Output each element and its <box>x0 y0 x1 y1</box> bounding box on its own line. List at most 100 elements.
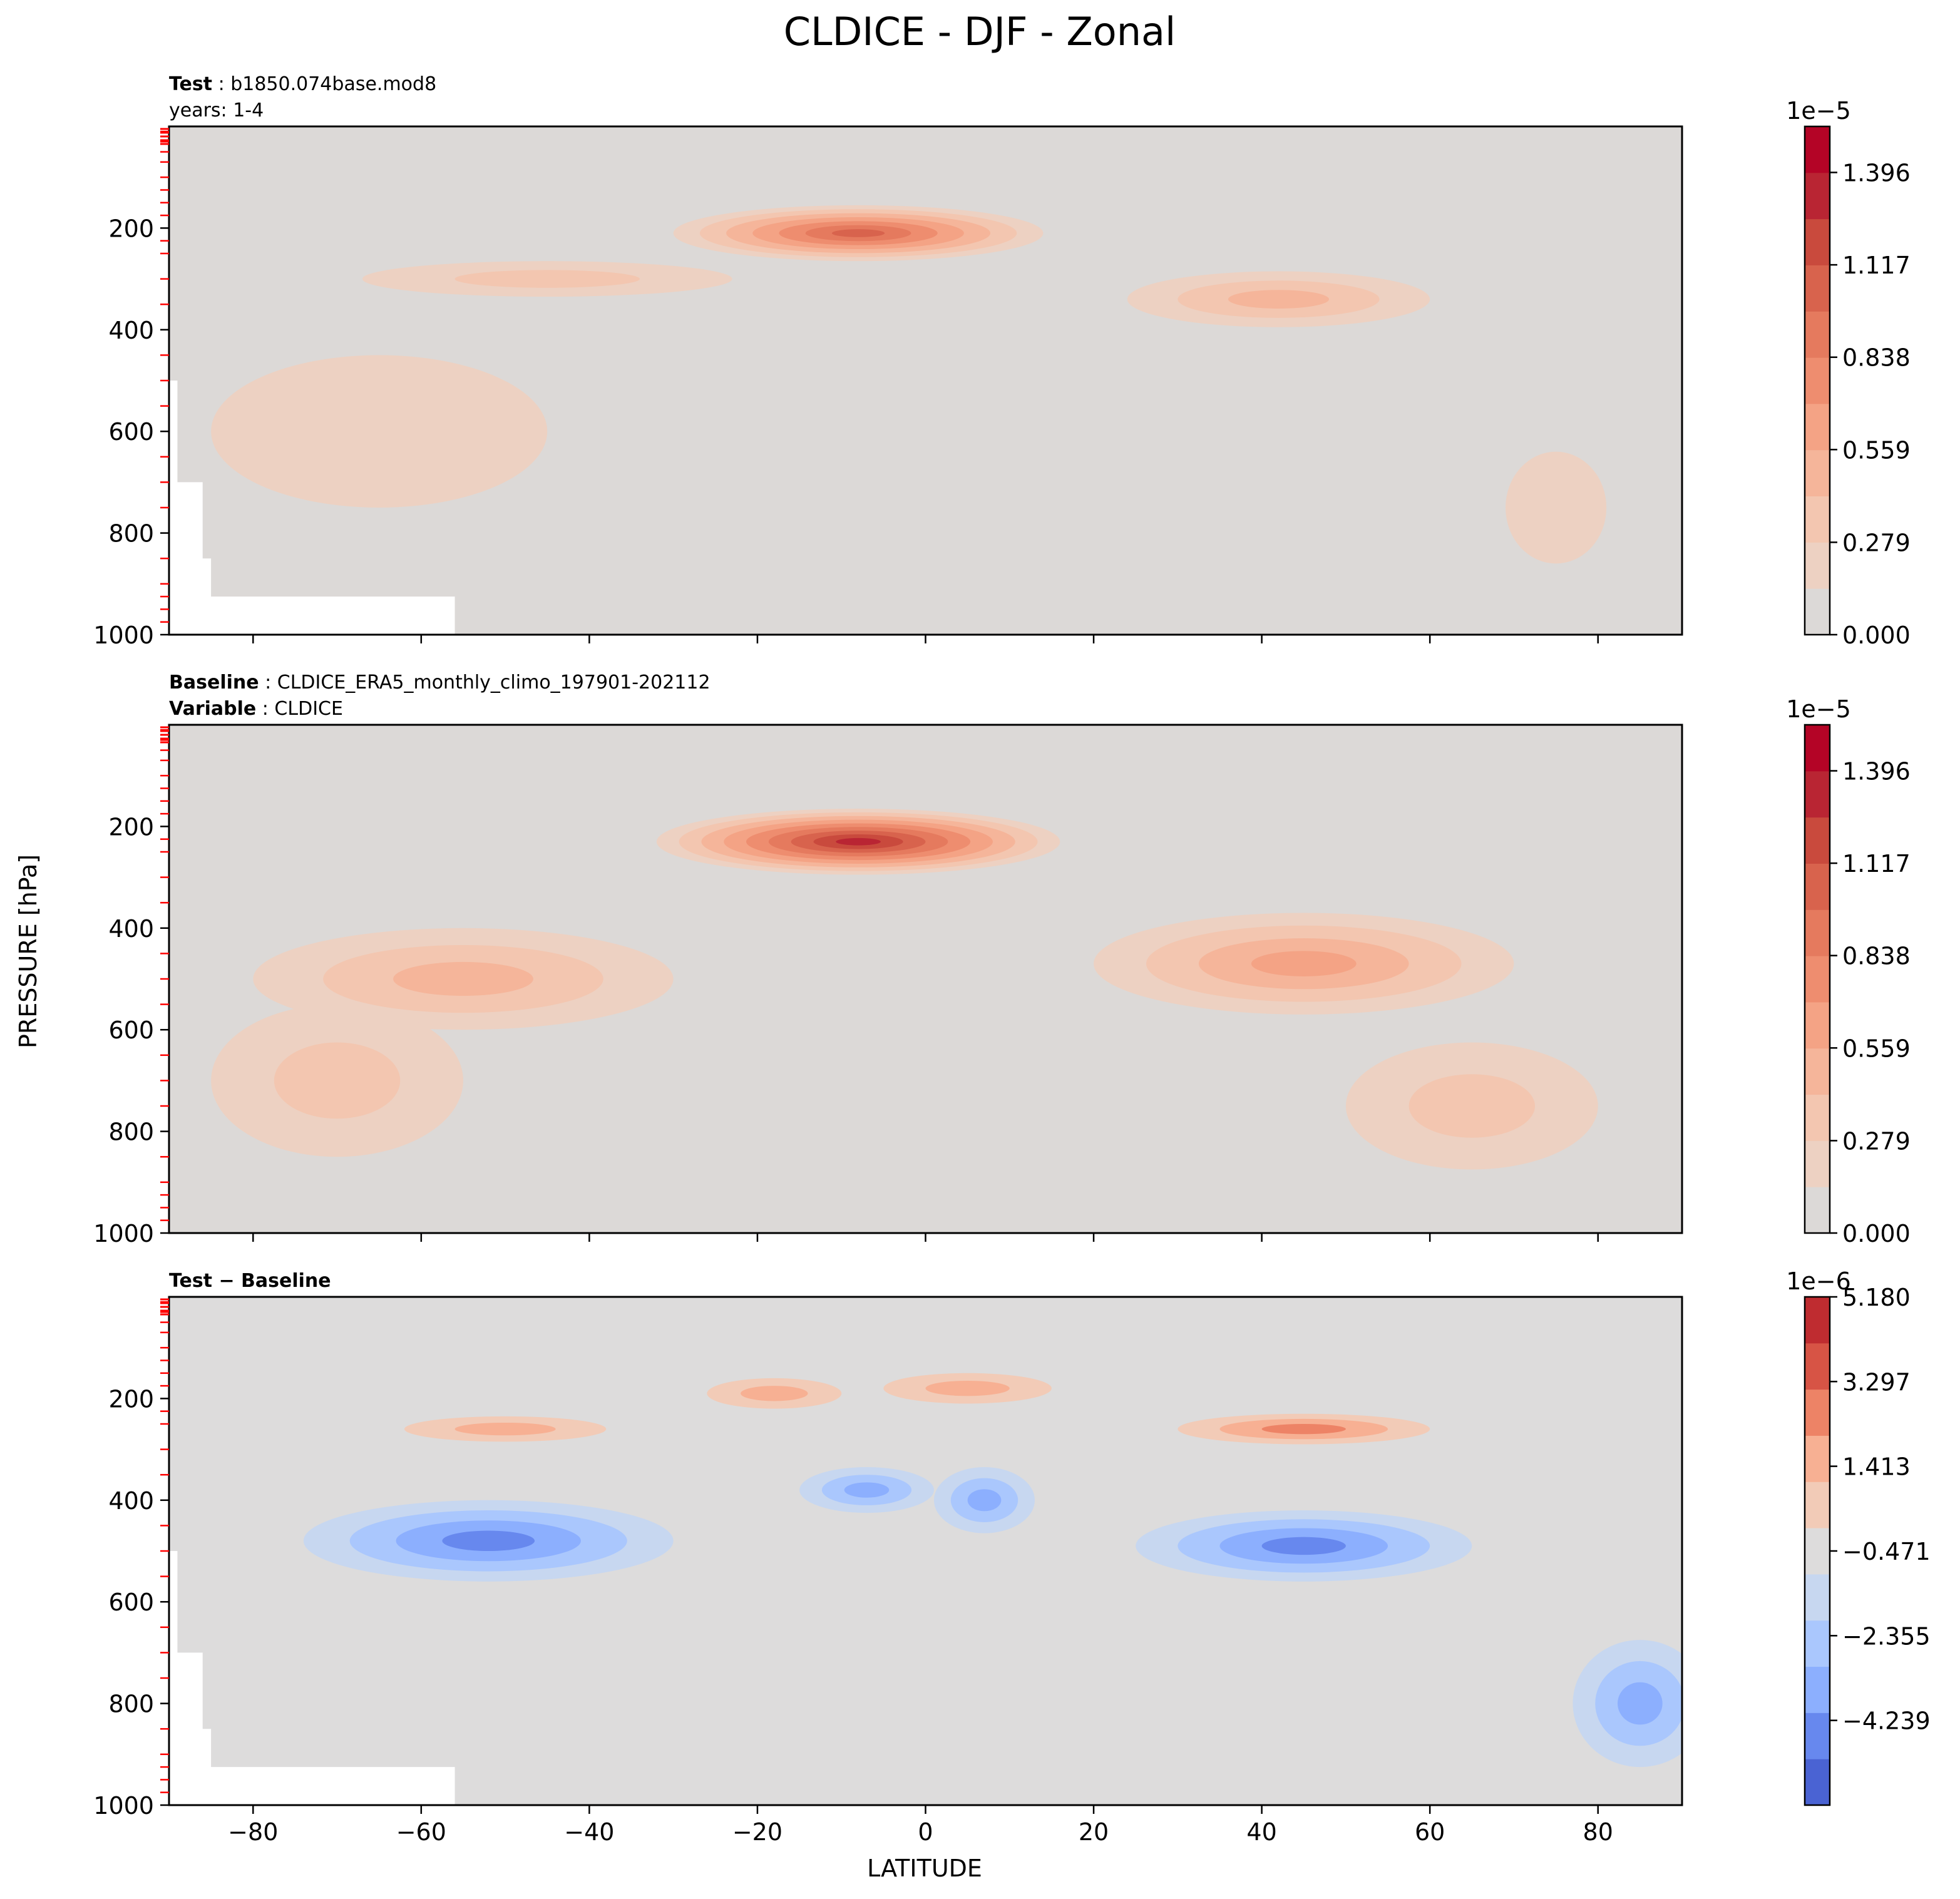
colorbar-segment <box>1805 311 1830 358</box>
panel-header-value: : CLDICE <box>256 698 343 720</box>
colorbar-segment <box>1805 588 1830 635</box>
y-tick-label: 1000 <box>93 1792 154 1820</box>
panel-header-key: Test − Baseline <box>169 1270 331 1292</box>
y-tick-label: 600 <box>108 418 154 446</box>
y-tick-label: 200 <box>108 215 154 242</box>
colorbar-tick-label: 0.000 <box>1842 622 1911 649</box>
contour-group <box>169 1373 1682 1805</box>
y-axis-label: PRESSURE [hPa] <box>14 854 42 1048</box>
colorbar-tick-label: 1.117 <box>1842 252 1911 279</box>
contour-level <box>1506 451 1607 564</box>
colorbar-segment <box>1805 542 1830 589</box>
colorbar-segment <box>1805 909 1830 956</box>
colorbar-tick-label: 0.000 <box>1842 1220 1911 1247</box>
y-tick-label: 200 <box>108 813 154 841</box>
y-tick-label: 1000 <box>93 622 154 649</box>
colorbar-segment <box>1805 1759 1830 1806</box>
colorbar-segment <box>1805 1343 1830 1390</box>
colorbar-segment <box>1805 725 1830 772</box>
panel-header-key: Test <box>169 73 212 95</box>
y-tick-label: 800 <box>108 1691 154 1718</box>
missing-data-mask <box>169 381 455 635</box>
x-tick-label: 40 <box>1246 1818 1276 1846</box>
panel-header-line: Variable : CLDICE <box>169 698 343 720</box>
colorbar-tick-label: 5.180 <box>1842 1284 1911 1311</box>
colorbar-tick-label: 0.279 <box>1842 1127 1911 1155</box>
colorbar-tick-label: 3.297 <box>1842 1368 1911 1396</box>
panel-header-key: Variable <box>169 698 256 720</box>
colorbar-tick-label: −2.355 <box>1842 1622 1931 1650</box>
panel-diff: 200 400 600 800 1000 −80 −60 −40 −20 0 20 40 60 80 Tes… <box>93 1267 1930 1846</box>
y-tick-label: 400 <box>108 317 154 344</box>
colorbar-tick-label: 0.559 <box>1842 436 1911 464</box>
colorbar-segment <box>1805 1435 1830 1482</box>
panel-test: 200 400 600 800 1000 Test : b1850.074base.mod… <box>93 73 1911 649</box>
colorbar-segment <box>1805 496 1830 543</box>
x-tick-label: −60 <box>396 1818 446 1846</box>
contour-level <box>211 355 548 508</box>
panel-header-value: years: 1-4 <box>169 100 264 121</box>
colorbar-segment <box>1805 449 1830 497</box>
colorbar-baseline: 0.000 0.279 0.559 0.838 1.117 1.396 1e−5 <box>1786 695 1911 1247</box>
panel-header-line: years: 1-4 <box>169 100 264 121</box>
colorbar-segment <box>1805 218 1830 265</box>
contour-level <box>1251 951 1357 976</box>
contour-level <box>967 1489 1002 1512</box>
contour-level <box>741 1386 808 1401</box>
colorbar-exponent: 1e−5 <box>1786 97 1851 125</box>
x-tick-label: −20 <box>732 1818 782 1846</box>
contour-group <box>169 205 1607 635</box>
y-tick-label: 400 <box>108 1487 154 1515</box>
colorbar-segment <box>1805 956 1830 1003</box>
panel-header-value: : CLDICE_ERA5_monthly_climo_197901-20211… <box>259 672 711 694</box>
colorbar-tick-label: 1.396 <box>1842 160 1911 187</box>
colorbar-tick-label: 0.838 <box>1842 943 1911 970</box>
contour-level <box>442 1530 535 1551</box>
y-tick-label: 400 <box>108 915 154 943</box>
contour-level <box>836 837 881 846</box>
colorbar-segment <box>1805 1482 1830 1528</box>
colorbar-segment <box>1805 1297 1830 1344</box>
colorbar-segment <box>1805 1001 1830 1049</box>
x-axis-label: LATITUDE <box>867 1855 982 1882</box>
contour-level <box>454 1422 556 1436</box>
y-tick-label: 800 <box>108 520 154 548</box>
y-tick-label: 600 <box>108 1589 154 1616</box>
colorbar-frame <box>1804 125 1831 636</box>
y-tick-label: 800 <box>108 1118 154 1146</box>
colorbar-segment <box>1805 265 1830 312</box>
colorbar-tick-label: 0.838 <box>1842 344 1911 372</box>
contour-level <box>831 229 885 237</box>
contour-group <box>211 808 1598 1170</box>
contour-level <box>1228 290 1330 309</box>
colorbar-segment <box>1805 1574 1830 1621</box>
panel-header-value: : b1850.074base.mod8 <box>212 73 436 95</box>
panel-header-line: Test − Baseline <box>169 1270 331 1292</box>
contour-level <box>1261 1424 1346 1435</box>
y-tick-label: 1000 <box>93 1220 154 1247</box>
colorbar-segment <box>1805 817 1830 864</box>
colorbar-segment <box>1805 1094 1830 1141</box>
colorbar-segment <box>1805 1528 1830 1575</box>
colorbar-exponent: 1e−5 <box>1786 695 1851 723</box>
x-tick-label: 0 <box>918 1818 933 1846</box>
colorbar-segment <box>1805 1140 1830 1187</box>
colorbar-segment <box>1805 863 1830 910</box>
contour-level <box>274 1042 401 1119</box>
colorbar-segment <box>1805 126 1830 173</box>
colorbar-tick-label: 1.396 <box>1842 758 1911 786</box>
colorbar-segment <box>1805 1666 1830 1713</box>
contour-level <box>454 270 640 288</box>
colorbar-segment <box>1805 172 1830 220</box>
colorbar-tick-label: 1.413 <box>1842 1453 1911 1481</box>
figure-title: CLDICE - DJF - Zonal <box>784 9 1176 54</box>
x-tick-label: −80 <box>228 1818 278 1846</box>
x-tick-label: 60 <box>1415 1818 1445 1846</box>
colorbar-segment <box>1805 403 1830 451</box>
colorbar-tick-label: −4.239 <box>1842 1707 1931 1735</box>
contour-level <box>1261 1537 1346 1555</box>
colorbar-frame <box>1804 724 1831 1234</box>
